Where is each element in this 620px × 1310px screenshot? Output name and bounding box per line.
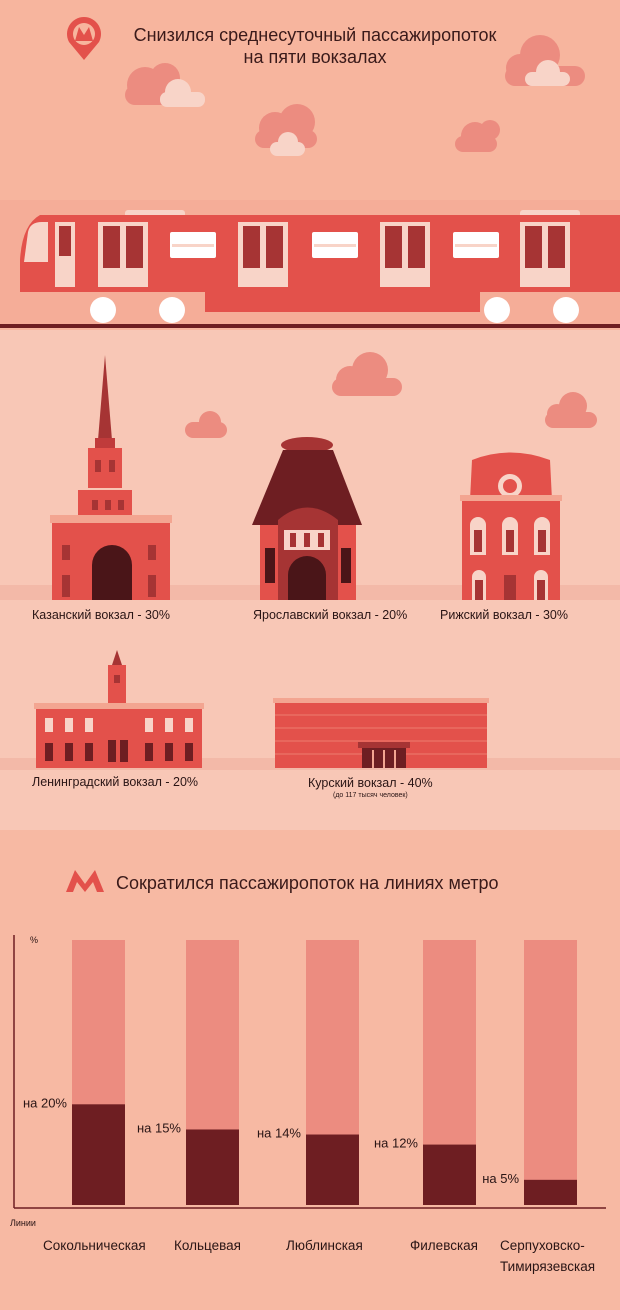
metro-logo-icon [66,870,104,892]
cloud-icon [185,411,227,438]
yaroslavsky-station-illustration [252,437,362,600]
bar-value-label: на 12% [374,1136,418,1151]
category-label: Серпуховско- [500,1238,585,1253]
category-label: Кольцевая [174,1238,241,1253]
kursky-station-note: (до 117 тысяч человек) [333,792,408,799]
bar-value [186,1129,239,1205]
metro-section: Сократился пассажиропоток на линиях метр… [0,830,620,1310]
stations-illustration [0,352,620,770]
category-label: Сокольническая [43,1238,146,1253]
rizhsky-station-label: Рижский вокзал - 30% [440,608,569,622]
bar-value [72,1104,125,1205]
x-axis-label: Линии [10,1218,36,1228]
yaroslavsky-station-label: Ярославский вокзал - 20% [253,608,408,622]
category-label: Филевская [410,1238,478,1253]
kazansky-station-illustration [50,355,172,600]
header-illustration [0,35,620,328]
cloud-icon [125,63,205,107]
bar-value-label: на 15% [137,1120,181,1135]
kazansky-station-label: Казанский вокзал - 30% [32,608,171,622]
bar-background [524,940,577,1205]
bar-value [423,1144,476,1205]
metro-logo-icon [67,17,101,60]
train-illustration [0,210,620,328]
cloud-icon [545,392,597,428]
kursky-station-label: Курский вокзал - 40% [308,776,433,790]
bar-value-label: на 5% [482,1171,519,1186]
cloud-icon [255,104,317,156]
y-axis-label: % [30,935,38,945]
category-label: Люблинская [286,1238,363,1253]
bar-value [306,1134,359,1205]
header-title-line1: Снизился среднесуточный пассажиропоток [133,25,497,45]
leningradsky-station-label: Ленинградский вокзал - 20% [32,775,199,789]
rizhsky-station-illustration [460,452,562,600]
leningradsky-station-illustration [34,650,204,768]
bar-value [524,1179,577,1205]
metro-section-title: Сократился пассажиропоток на линиях метр… [116,873,499,893]
header-title-line2: на пяти вокзалах [243,47,387,67]
kursky-station-illustration [273,698,489,768]
category-label: Тимирязевская [500,1259,595,1274]
cloud-icon [455,120,500,152]
metro-bar-chart: % Линии на 20% Сокольническая на 15% Кольце… [10,935,606,1274]
bar-value-label: на 14% [257,1126,301,1141]
stations-section: Казанский вокзал - 30% Ярославский вокза… [0,330,620,830]
header-section: Снизился среднесуточный пассажиропоток н… [0,0,620,330]
bar-value-label: на 20% [23,1095,67,1110]
cloud-icon [505,35,585,86]
cloud-icon [332,352,402,396]
